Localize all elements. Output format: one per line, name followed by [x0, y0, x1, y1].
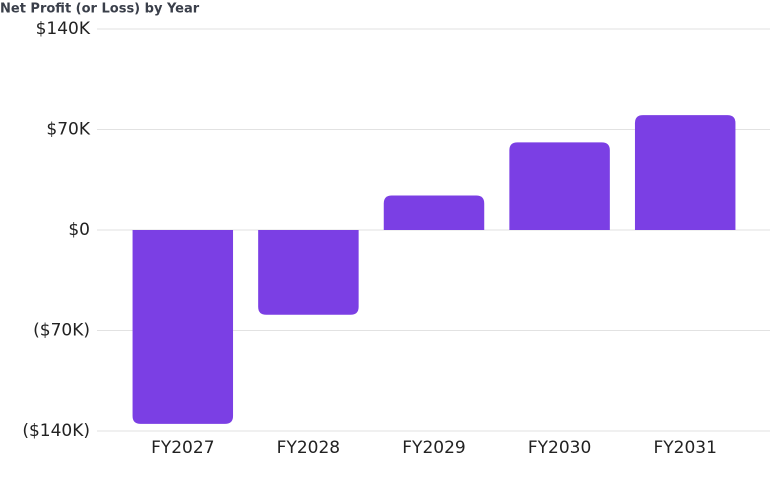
y-tick-label: $70K: [46, 120, 90, 140]
chart-title: Net Profit (or Loss) by Year: [0, 2, 200, 17]
y-tick-label: ($70K): [33, 321, 90, 341]
y-tick-label: $140K: [36, 19, 91, 39]
x-tick-label: FY2031: [653, 438, 716, 458]
y-tick-label: $0: [68, 220, 90, 240]
bar: [383, 195, 485, 230]
x-tick-label: FY2027: [151, 438, 214, 458]
bar: [634, 115, 736, 230]
x-tick-label: FY2029: [402, 438, 465, 458]
y-tick-label: ($140K): [22, 421, 90, 441]
bar: [132, 230, 234, 424]
bar: [258, 230, 359, 315]
x-tick-label: FY2028: [277, 438, 340, 458]
x-tick-label: FY2030: [528, 438, 591, 458]
bar: [509, 142, 610, 230]
